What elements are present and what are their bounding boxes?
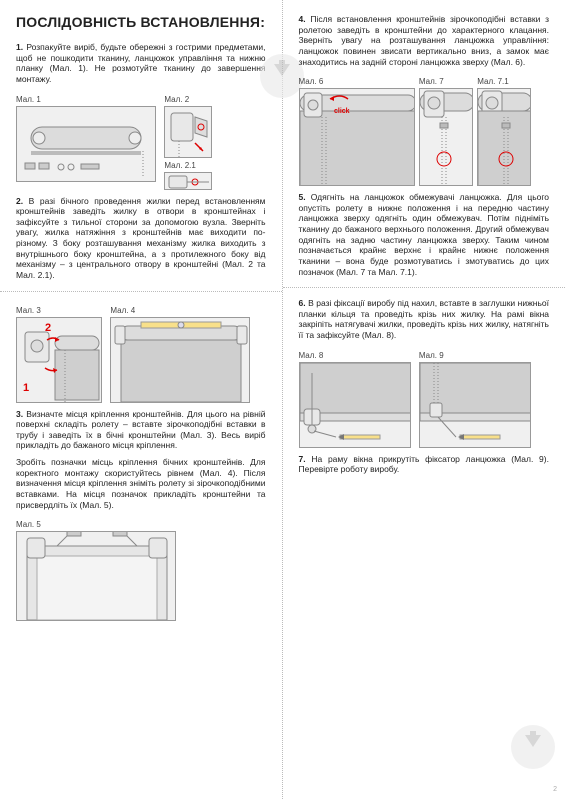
page-number: 2 (553, 786, 557, 793)
step-7: 7. На раму вікна прикрутіть фіксатор лан… (299, 454, 550, 475)
figure-1: Мал. 1 (16, 95, 156, 182)
step-2: 2. В разі бічного проведення жилки перед… (16, 196, 266, 281)
figure-8: Мал. 8 (299, 351, 411, 448)
step-3b: Зробіть позначки місць кріплення бічних … (16, 457, 266, 510)
page-title: ПОСЛІДОВНІСТЬ ВСТАНОВЛЕННЯ: (16, 14, 266, 30)
figure-2: Мал. 2 Мал. 2.1 (164, 95, 212, 190)
step-6: 6. В разі фіксації виробу під нахил, вст… (299, 298, 550, 341)
step-3: 3. Визначте місця кріплення кронштейнів.… (16, 409, 266, 452)
figure-3: Мал. 3 1 2 (16, 306, 102, 403)
figure-9: Мал. 9 (419, 351, 531, 448)
figure-7: Мал. 7 (419, 77, 473, 186)
step-4: 4. Після встановлення кронштейнів зірочк… (299, 14, 550, 67)
figure-7-1: Мал. 7.1 (477, 77, 531, 186)
figure-4: Мал. 4 (110, 306, 250, 403)
click-label: click (334, 108, 350, 115)
step-5: 5. Одягніть на ланцюжок обмежувачі ланцю… (299, 192, 550, 277)
figure-5: Мал. 5 (16, 520, 176, 621)
figure-6: Мал. 6 click (299, 77, 415, 186)
step-1: 1. Розпакуйте виріб, будьте обережні з г… (16, 42, 266, 85)
